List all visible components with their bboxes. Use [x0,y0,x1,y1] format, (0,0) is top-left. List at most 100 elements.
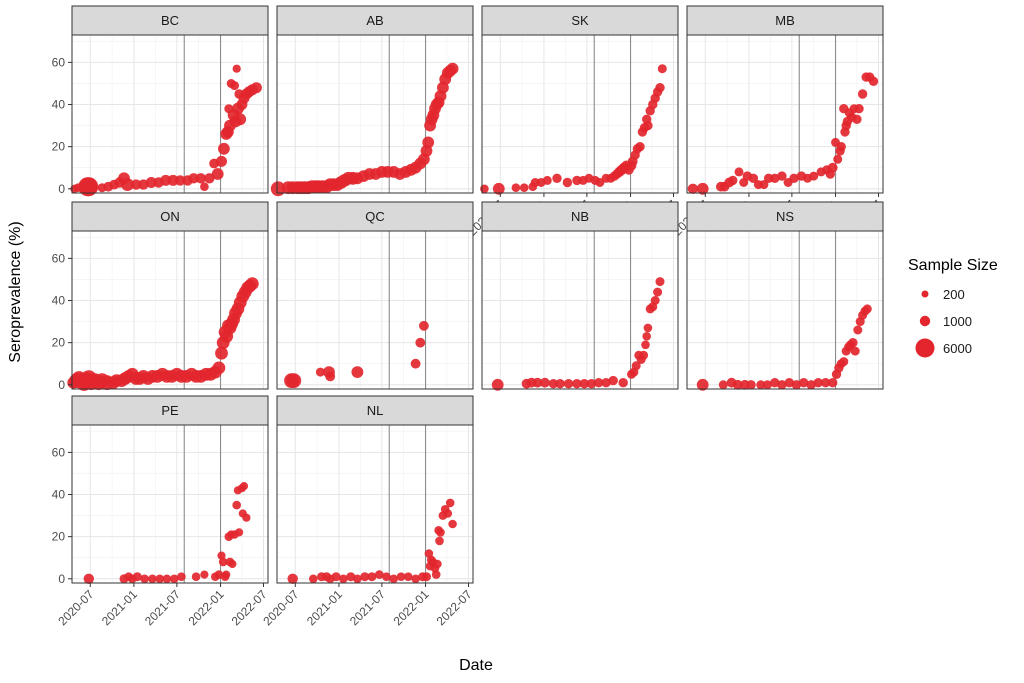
x-tick-label: 2021-01 [304,587,345,628]
data-point [443,509,453,518]
data-point [852,114,862,125]
y-tick-label: 60 [52,251,66,265]
strip-label: ON [160,209,180,224]
data-point [228,559,237,569]
panel-bc: BC 0 20 40 60 [52,5,269,197]
data-point [422,572,431,582]
data-point [396,572,406,581]
data-point [746,380,756,390]
data-point [79,177,99,197]
y-tick-label: 20 [52,336,66,350]
data-point [375,570,384,579]
data-point [696,182,709,195]
data-point [572,379,582,389]
data-point [809,171,819,181]
data-point [121,178,134,192]
data-point [216,155,227,167]
data-point [130,179,142,190]
data-point [540,377,550,388]
data-point [200,182,209,191]
strip-label: NS [776,209,794,224]
data-point [836,142,846,152]
data-point [641,340,650,350]
strip-background [686,201,884,232]
data-point [331,572,341,582]
data-point [639,350,649,360]
data-point [234,113,247,126]
data-point [422,136,435,149]
data-point [325,371,336,382]
data-point [806,380,816,390]
panel-border [481,34,679,194]
data-point [608,375,618,386]
strip-background [686,5,884,36]
x-tick-label: 2021-07 [347,587,388,628]
y-tick-label: 40 [52,98,66,112]
data-point [403,572,413,581]
data-point [770,378,780,388]
panel-border [686,34,884,194]
data-point [813,378,823,388]
data-point [728,175,738,186]
panel-nl: NL 2020-07 2021-01 2021-07 2022-01 2022-07 [260,395,475,628]
data-point [346,572,356,582]
x-tick-label: 2021-07 [142,587,183,628]
strip-label: MB [775,13,795,28]
strip-background [276,201,474,232]
data-point [643,120,653,131]
panel-border [276,424,474,584]
panel-border [276,230,474,390]
x-axis-title: Date [459,657,493,674]
data-point [759,180,769,190]
data-point [594,378,604,388]
data-point [532,377,543,388]
data-point [419,320,429,331]
data-point [431,570,441,579]
data-point [218,557,228,567]
y-tick-label: 0 [58,572,65,586]
data-point [83,573,95,584]
panel-background [277,35,473,193]
data-point [563,379,574,389]
strip-label: NB [571,209,589,224]
data-point [777,171,787,181]
data-point [232,500,241,510]
data-point [696,378,709,391]
x-tick-label: 2021-01 [99,587,140,628]
data-point [655,277,665,287]
data-point [415,337,426,348]
legend-label: 200 [943,287,965,302]
panel-border [481,230,679,390]
panel-border [686,230,884,390]
panel-border [276,34,474,194]
data-point [618,378,628,388]
data-point [770,173,780,183]
data-point [353,574,362,584]
data-point [862,304,872,314]
strip-background [71,201,269,232]
data-point [287,573,298,584]
y-tick-label: 0 [58,378,65,392]
data-point [791,380,802,390]
panel-ns: NS [686,201,884,391]
data-point [309,574,318,584]
y-tick-label: 60 [52,55,66,69]
data-point [828,378,838,388]
data-point [222,570,231,579]
data-point [410,358,421,369]
data-point [239,482,249,491]
panel-background [277,231,473,389]
data-point [777,380,787,390]
data-point [601,378,611,388]
data-point [360,572,370,582]
data-point [850,346,860,356]
data-point [446,62,459,75]
strip-label: QC [365,209,385,224]
strip-background [71,395,269,426]
panel-background [482,35,678,193]
data-point [635,142,645,152]
x-tick-label: 2022-01 [391,587,432,628]
panel-border [71,34,269,194]
data-point [491,378,504,391]
